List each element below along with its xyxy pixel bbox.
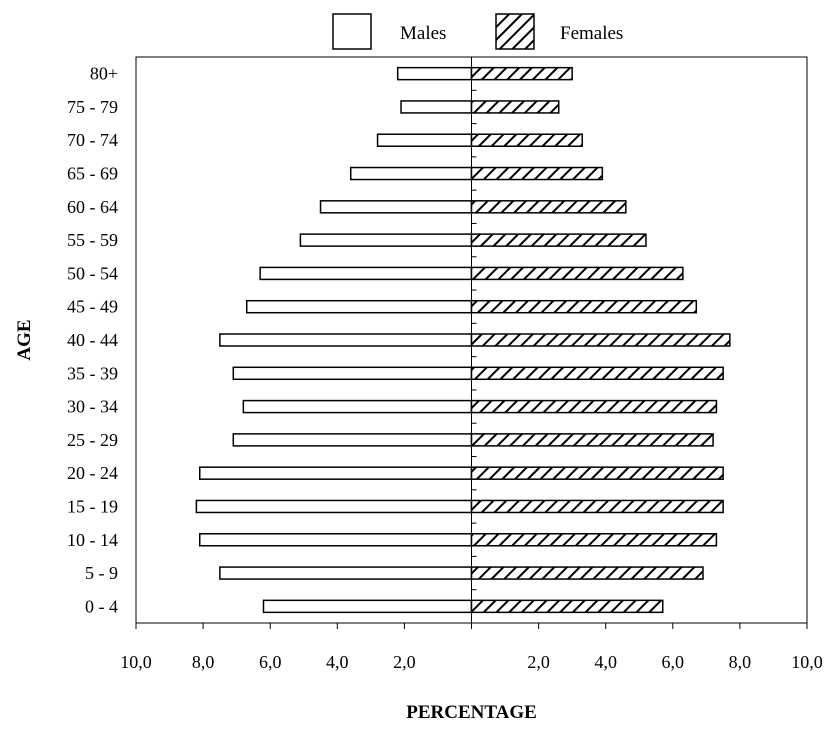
age-category-label: 30 - 34 xyxy=(67,397,118,417)
x-tick-label: 6,0 xyxy=(662,652,685,672)
bar-females-45-49 xyxy=(470,299,698,314)
bar-males-40-44 xyxy=(219,333,473,347)
bar-males-60-64 xyxy=(319,200,473,214)
x-tick-label: 2,0 xyxy=(393,652,416,672)
age-category-label: 70 - 74 xyxy=(67,130,118,150)
bar-males-35-39 xyxy=(232,366,473,381)
legend-swatch-females xyxy=(495,13,535,50)
bar-males-55-59 xyxy=(299,233,473,247)
bar-males-75-79 xyxy=(400,100,473,114)
bar-females-10-14 xyxy=(470,533,718,547)
bar-males-65-69 xyxy=(349,166,473,181)
age-category-label: 40 - 44 xyxy=(67,330,118,350)
bar-females-70-74 xyxy=(470,133,583,147)
age-category-label: 25 - 29 xyxy=(67,430,118,450)
age-category-label: 0 - 4 xyxy=(85,596,118,616)
bars-layer xyxy=(195,66,731,614)
x-tick-label: 4,0 xyxy=(594,652,617,672)
bar-females-15-19 xyxy=(470,499,724,514)
bar-females-50-54 xyxy=(470,266,684,281)
bar-males-20-24 xyxy=(198,466,473,480)
age-category-label: 15 - 19 xyxy=(67,496,118,516)
axes xyxy=(135,57,808,629)
age-category-label: 35 - 39 xyxy=(67,363,118,383)
age-category-label: 80+ xyxy=(90,64,118,84)
legend-label-females: Females xyxy=(560,23,623,44)
y-axis-title: AGE xyxy=(14,319,35,360)
x-axis-title: PERCENTAGE xyxy=(406,702,537,723)
bar-females-35-39 xyxy=(470,366,724,381)
bar-females-75-79 xyxy=(470,100,560,114)
bar-males-50-54 xyxy=(259,266,473,281)
x-tick-label: 2,0 xyxy=(527,652,550,672)
age-category-label: 20 - 24 xyxy=(67,463,118,483)
bar-females-5-9 xyxy=(470,566,704,580)
bar-males-15-19 xyxy=(195,499,473,514)
legend-label-males: Males xyxy=(400,23,446,44)
age-category-label: 60 - 64 xyxy=(67,197,118,217)
bar-females-30-34 xyxy=(470,399,718,414)
age-category-label: 45 - 49 xyxy=(67,297,118,317)
bar-males-5-9 xyxy=(219,566,473,580)
bar-males-10-14 xyxy=(198,533,473,547)
bar-females-65-69 xyxy=(470,166,604,181)
labels: 0 - 4 5 - 9 10 - 14 15 - 19 20 - 24 25 - 29 30… xyxy=(14,64,823,723)
age-category-label: 65 - 69 xyxy=(67,164,118,184)
bar-males-80+ xyxy=(396,66,473,81)
bar-females-0-4 xyxy=(470,599,664,614)
bar-males-45-49 xyxy=(245,299,473,314)
bar-females-25-29 xyxy=(470,433,714,447)
x-tick-label: 6,0 xyxy=(259,652,282,672)
bar-females-20-24 xyxy=(470,466,724,480)
bar-females-40-44 xyxy=(470,333,731,347)
x-tick-label: 8,0 xyxy=(729,652,752,672)
age-category-label: 55 - 59 xyxy=(67,230,118,250)
x-tick-label: 10,0 xyxy=(120,652,152,672)
bar-males-70-74 xyxy=(376,133,473,147)
age-category-label: 10 - 14 xyxy=(67,530,118,550)
age-category-label: 5 - 9 xyxy=(85,563,118,583)
age-category-label: 75 - 79 xyxy=(67,97,118,117)
bar-females-60-64 xyxy=(470,200,627,214)
legend: Males Females xyxy=(332,13,623,50)
bar-females-80+ xyxy=(470,66,573,81)
x-tick-label: 8,0 xyxy=(192,652,215,672)
bar-males-30-34 xyxy=(242,399,473,414)
bar-females-55-59 xyxy=(470,233,647,247)
x-tick-label: 10,0 xyxy=(791,652,823,672)
legend-swatch-males xyxy=(332,13,372,50)
bar-males-0-4 xyxy=(262,599,473,614)
bar-males-25-29 xyxy=(232,433,473,447)
age-category-label: 50 - 54 xyxy=(67,263,118,283)
x-tick-label: 4,0 xyxy=(326,652,349,672)
